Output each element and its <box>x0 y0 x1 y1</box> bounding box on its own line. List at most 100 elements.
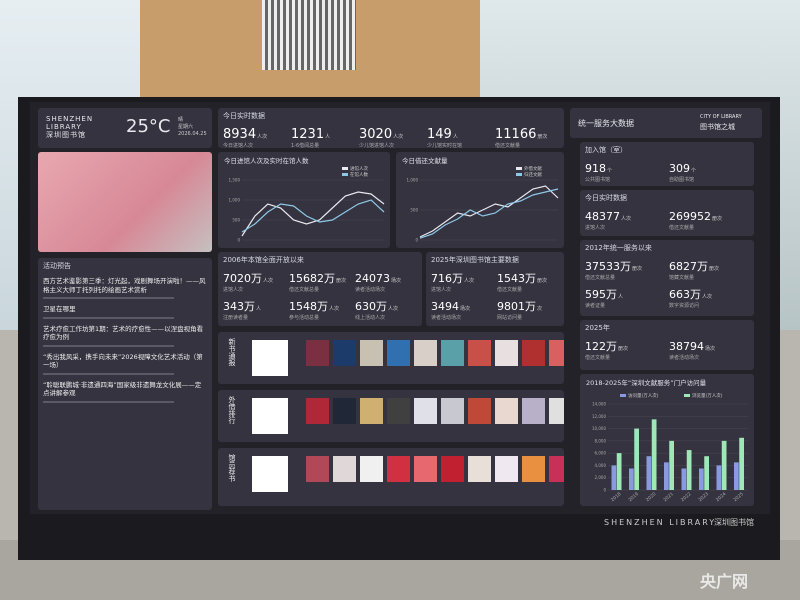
book-row: 新书通报 <box>218 332 564 384</box>
stat-label: 今日进馆人次 <box>223 143 254 148</box>
bar <box>739 437 744 490</box>
y-tick-label: 4,000 <box>595 463 607 468</box>
stat: 1231人 1-6借阅总量 <box>291 123 355 148</box>
stat-value-row: 1548万人次 <box>289 295 351 314</box>
stat-value-row: 15682万册次 <box>289 267 351 286</box>
stat: 1543万册次 借还文献量 <box>497 267 559 293</box>
stat-label: 借还文献量 <box>497 287 523 293</box>
stat-value-row: 309个 <box>669 157 749 176</box>
bar <box>681 468 687 490</box>
legend-label: 进馆人次 <box>350 165 368 172</box>
stat-value: 8934 <box>223 127 257 142</box>
book-covers <box>306 398 564 424</box>
bar <box>646 456 652 490</box>
stat: 37533万册次 借还文献总量 <box>585 255 665 281</box>
main-2025-panel: 2025年深圳图书馆主要数据 716万人次 进馆人次 1543万册次 借还文献量 349… <box>426 252 564 326</box>
stat: 122万册次 借还文献量 <box>585 335 665 361</box>
vent <box>262 0 356 70</box>
activity-title: 艺术疗愈工作坊第1期：艺术的疗愈性——以涅盘视角看疗愈为例 <box>43 324 204 342</box>
stat-unit: 场次 <box>391 278 402 284</box>
bar <box>699 468 704 490</box>
stat-label: 进馆人次 <box>585 225 606 231</box>
activity: 卫星在哪里 <box>43 305 207 319</box>
x-tick-label: 2024 <box>715 491 728 503</box>
line <box>419 185 559 238</box>
stat-value: 24073 <box>355 272 390 285</box>
stat-label: 自助图书馆 <box>669 177 695 183</box>
bar <box>721 440 727 490</box>
qr-code <box>252 456 288 492</box>
stat: 15682万册次 借还文献总量 <box>289 267 351 293</box>
weather: 晴 <box>178 117 184 123</box>
stat-label: 借还文献量 <box>585 355 611 361</box>
brand-title: 统一服务大数据 <box>578 119 634 128</box>
stat: 11166册次 借还文献量 <box>495 123 559 148</box>
stat: 48377人次 进馆人次 <box>585 205 665 231</box>
y-tick-label: 500 <box>410 208 418 213</box>
stat-label: 数字资源访问 <box>669 303 700 309</box>
stat-label: 读者活动场次 <box>669 355 700 361</box>
y-tick-label: 6,000 <box>595 451 607 456</box>
activity-title: “聆聪联鹏城·非遗通四海”国家级非遗舞龙文化展——定点讲解参观 <box>43 380 202 398</box>
x-tick-label: 2022 <box>680 491 693 503</box>
stat-label: 借还文献量 <box>669 225 695 231</box>
x-tick-label: 2023 <box>697 491 710 503</box>
stat-value-row: 8934人次 <box>223 123 287 142</box>
name-cn: 深圳图书馆 <box>46 131 86 139</box>
footer-cn: 深圳图书馆 <box>714 518 754 527</box>
stat-label: 读者活动场次 <box>431 315 462 321</box>
stat-value-row: 630万人次 <box>355 295 417 314</box>
bar <box>611 465 617 490</box>
stat-value: 11166 <box>495 127 537 142</box>
since-2006-panel: 2006年本馆全面开放以来 7020万人次 进馆人次 15682万册次 借还文献总量 2… <box>218 252 422 326</box>
legend-swatch <box>516 173 522 176</box>
stat-value: 269952 <box>669 210 711 223</box>
panel-title: 加入馆（室） <box>585 146 627 154</box>
x-tick-label: 2019 <box>627 491 640 503</box>
date-block: 晴 星期六 2026.04.25 <box>178 117 207 138</box>
panel-title: 今日实时数据 <box>223 112 265 120</box>
book-row: 馆员荐书 <box>218 448 564 506</box>
y-tick-label: 14,000 <box>592 402 606 407</box>
stat-label: 公共图书馆 <box>585 177 611 183</box>
brand-en: CITY OF LIBRARY <box>700 114 742 120</box>
book-covers <box>306 340 564 366</box>
chart-panel: 2018-2025年“深圳文献服务”门户访问量 访问量(万人次) 浏览量(万人次) 0… <box>580 374 754 506</box>
stat-unit: 人 <box>325 134 331 140</box>
stat-value-row: 3020人次 <box>359 123 423 142</box>
stat-label: 借还文献总量 <box>289 287 320 293</box>
legend-label: 外借文献 <box>524 165 542 172</box>
book-covers <box>306 456 564 482</box>
header-panel: SHENZHEN LIBRARY 深圳图书馆 25°C 晴 星期六 2026.0… <box>38 108 212 148</box>
stat: 630万人次 线上活动人次 <box>355 295 417 321</box>
legend-swatch <box>684 394 690 397</box>
line <box>241 191 385 237</box>
temperature: 25°C <box>126 116 171 137</box>
stat-label: 读者证量 <box>585 303 606 309</box>
qr-code <box>252 340 288 376</box>
bar <box>704 456 709 490</box>
y-tick-label: 1,500 <box>229 178 241 183</box>
stat-unit: 个 <box>607 168 613 174</box>
bar <box>686 450 692 490</box>
stat-unit: 人 <box>618 294 624 300</box>
stat-label: 线上活动人次 <box>355 315 386 321</box>
stat-label: 进馆人次 <box>431 287 452 293</box>
chart-title: 2018-2025年“深圳文献服务”门户访问量 <box>586 378 707 387</box>
stat-value-row: 11166册次 <box>495 123 559 142</box>
activity-title: 西方艺术鉴影第三季：灯光起，戏剧舞场开演啦！——风格主义大师丁托列托的绘画艺术赏… <box>43 277 206 294</box>
activity-meta <box>43 344 175 347</box>
stat-value: 630万 <box>355 300 387 313</box>
panel-title: 2025年深圳图书馆主要数据 <box>431 256 519 264</box>
stat-value-row: 918个 <box>585 157 665 176</box>
legend-swatch <box>516 167 522 170</box>
stat-value-row: 9801万次 <box>497 295 559 314</box>
chart-panel: 今日进馆人次及实时在馆人数 进馆人次 在馆人数 0 500 1,000 1,500 <box>218 152 390 248</box>
stat-value: 3494 <box>431 300 459 313</box>
bar <box>664 462 669 490</box>
stat-value-row: 6827万册次 <box>669 255 749 274</box>
activity: “聆聪联鹏城·非遗通四海”国家级非遗舞龙文化展——定点讲解参观 <box>43 381 207 403</box>
stat-unit: 册次 <box>712 216 723 222</box>
